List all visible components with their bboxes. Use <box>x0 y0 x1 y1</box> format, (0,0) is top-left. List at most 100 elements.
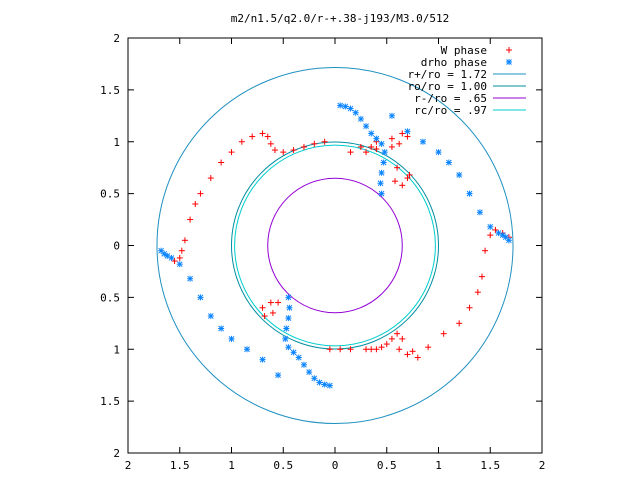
w-phase-point <box>363 149 370 156</box>
drho-phase-point <box>306 369 313 376</box>
w-phase-point <box>267 299 274 306</box>
w-phase-point <box>326 346 333 353</box>
w-phase-point <box>192 201 199 207</box>
drho-phase-point <box>381 149 388 156</box>
w-phase-point <box>404 133 411 140</box>
w-phase-point <box>425 344 432 351</box>
drho-phase-point <box>476 209 483 216</box>
drho-phase-point <box>342 103 349 110</box>
w-phase-point <box>399 335 406 342</box>
circle-2 <box>267 177 403 314</box>
x-tick-label: 1 <box>435 459 442 472</box>
w-phase-point <box>347 149 354 156</box>
x-tick-label: 1.5 <box>170 459 190 472</box>
x-tick-label: 2 <box>539 459 546 472</box>
circle-0 <box>156 66 514 425</box>
w-phase-point <box>228 149 235 156</box>
drho-phase-point <box>321 381 328 388</box>
drho-phase-point <box>368 130 375 137</box>
drho-phase-point <box>311 375 318 382</box>
drho-phase-point <box>326 382 333 389</box>
drho-phase-point <box>419 138 426 145</box>
legend-label: r-/ro = .65 <box>414 92 487 105</box>
drho-phase-point <box>158 247 165 254</box>
drho-phase-point <box>187 275 194 282</box>
y-tick-label: 2 <box>113 32 120 45</box>
w-phase-point <box>396 140 403 147</box>
drho-phase-point <box>380 159 387 166</box>
w-phase-point <box>399 130 406 137</box>
drho-phase-point <box>373 135 380 142</box>
x-tick-label: 2 <box>125 459 132 472</box>
legend-swatch <box>506 59 512 65</box>
w-phase-point <box>290 147 297 154</box>
w-phase-point <box>392 178 399 185</box>
w-phase-point <box>259 304 266 311</box>
w-phase-point <box>218 159 225 166</box>
drho-phase-point <box>207 313 214 320</box>
w-phase-point <box>197 190 204 197</box>
drho-phase-point <box>404 128 411 135</box>
x-tick-label: 0 <box>332 459 339 472</box>
x-tick-label: 1.5 <box>480 459 500 472</box>
legend-label: r+/ro = 1.72 <box>408 68 487 81</box>
w-phase-point <box>275 299 282 306</box>
y-tick-label: 0 <box>113 240 120 253</box>
w-phase-point <box>373 346 380 353</box>
drho-phase-point <box>176 261 183 268</box>
w-phase-point <box>404 175 411 182</box>
drho-phase-point <box>285 315 292 322</box>
w-phase-point <box>321 138 328 145</box>
chart-title: m2/n1.5/q2.0/r-+.38-j193/M3.0/512 <box>231 12 450 25</box>
w-phase-point <box>238 138 245 145</box>
circle-3 <box>234 144 436 347</box>
w-phase-point <box>264 133 271 140</box>
y-tick-label: 0.5 <box>100 291 120 304</box>
w-phase-point <box>492 226 499 233</box>
y-tick-label: 1.5 <box>100 395 120 408</box>
drho-phase-point <box>275 372 282 379</box>
w-phase-point <box>487 232 494 239</box>
drho-phase-point <box>283 325 290 332</box>
w-phase-point <box>300 143 307 150</box>
drho-phase-point <box>456 171 463 178</box>
drho-phase-point <box>244 346 251 353</box>
drho-phase-point <box>363 123 370 130</box>
w-phase-point <box>347 346 354 353</box>
drho-phase-point <box>377 180 384 187</box>
w-phase-point <box>474 289 481 296</box>
w-phase-point <box>337 346 344 353</box>
w-phase-point <box>181 237 188 244</box>
legend-label: drho phase <box>421 56 487 69</box>
data-points <box>158 47 512 389</box>
w-phase-point <box>357 143 364 150</box>
w-phase-point <box>261 313 268 320</box>
w-phase-point <box>399 182 406 189</box>
w-phase-point <box>456 320 463 327</box>
drho-phase-point <box>378 169 385 176</box>
drho-phase-point <box>316 379 323 386</box>
w-phase-point <box>388 335 395 342</box>
drho-phase-point <box>445 159 452 166</box>
drho-phase-point <box>197 294 204 301</box>
w-phase-point <box>466 304 473 311</box>
drho-phase-point <box>435 149 442 156</box>
drho-phase-point <box>352 109 359 116</box>
w-phase-point <box>187 216 194 223</box>
y-tick-label: 0.5 <box>100 188 120 201</box>
w-phase-point <box>383 341 390 348</box>
drho-phase-point <box>337 102 344 109</box>
drho-phase-point <box>285 344 292 351</box>
drho-phase-point <box>388 112 395 119</box>
w-phase-point <box>388 135 395 142</box>
x-tick-label: 0.5 <box>273 459 293 472</box>
drho-phase-point <box>300 361 307 368</box>
w-phase-point <box>249 133 256 140</box>
w-phase-point <box>478 273 485 280</box>
circle-1 <box>231 141 439 350</box>
drho-phase-point <box>290 349 297 356</box>
w-phase-point <box>311 140 318 147</box>
w-phase-point <box>368 143 375 150</box>
